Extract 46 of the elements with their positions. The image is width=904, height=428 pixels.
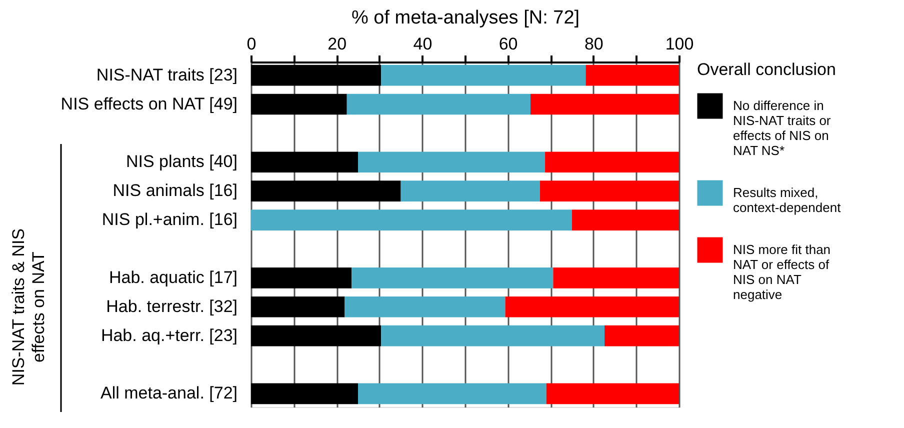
bar	[505, 296, 679, 318]
bar	[381, 64, 586, 86]
bar	[553, 267, 679, 288]
bar	[358, 152, 546, 173]
y-tick-label: Hab. terrestr. [32]	[106, 296, 238, 316]
y-tick-label: Hab. aquatic [17]	[108, 268, 238, 287]
x-tick-label: 80	[584, 34, 604, 54]
bar	[251, 383, 358, 404]
bar	[400, 180, 540, 202]
y-tick-label: All meta-anal. [72]	[100, 384, 238, 403]
x-tick-label: 40	[413, 34, 432, 54]
y-tick-label: NIS pl.+anim. [16]	[102, 210, 238, 230]
bar	[572, 210, 679, 230]
bar	[251, 325, 382, 346]
bar	[251, 267, 352, 288]
bar	[540, 180, 679, 202]
bar	[251, 296, 345, 318]
bar	[344, 296, 506, 318]
bar	[352, 267, 554, 288]
legend-title: Overall conclusion	[697, 60, 836, 79]
y-tick-label: NIS animals [16]	[112, 181, 238, 200]
legend-label: Results mixed, context-dependent	[733, 185, 842, 215]
bar	[586, 64, 679, 86]
bar	[381, 325, 605, 346]
bar	[546, 383, 679, 404]
y-tick-label: NIS plants [40]	[126, 152, 238, 172]
bar	[545, 152, 679, 173]
x-tick-label: 100	[665, 34, 694, 54]
bar	[530, 94, 679, 115]
bar	[604, 325, 679, 346]
text: NIS-NAT traits & NIS effects on NAT	[9, 228, 48, 386]
x-tick-label: 20	[328, 34, 347, 54]
legend-label: No difference in NIS-NAT traits or effects of NIS on NAT NS*	[733, 98, 832, 158]
bar	[358, 383, 546, 404]
bar	[346, 94, 530, 115]
legend-label: NIS more fit than NAT or effects of NIS on NAT negative	[733, 242, 831, 302]
y-tick-label: NIS effects on NAT [49]	[60, 94, 238, 114]
bar	[251, 180, 401, 202]
x-tick-label: 60	[498, 34, 518, 54]
x-tick-label: 0	[246, 34, 256, 54]
bar	[251, 152, 358, 173]
bar	[251, 94, 347, 115]
x-axis-title: % of meta-analyses [N: 72]	[351, 8, 580, 28]
y-tick-label: Hab. aq.+terr. [23]	[100, 326, 238, 345]
bar	[251, 210, 572, 230]
y-tick-label: NIS-NAT traits [23]	[96, 65, 238, 84]
